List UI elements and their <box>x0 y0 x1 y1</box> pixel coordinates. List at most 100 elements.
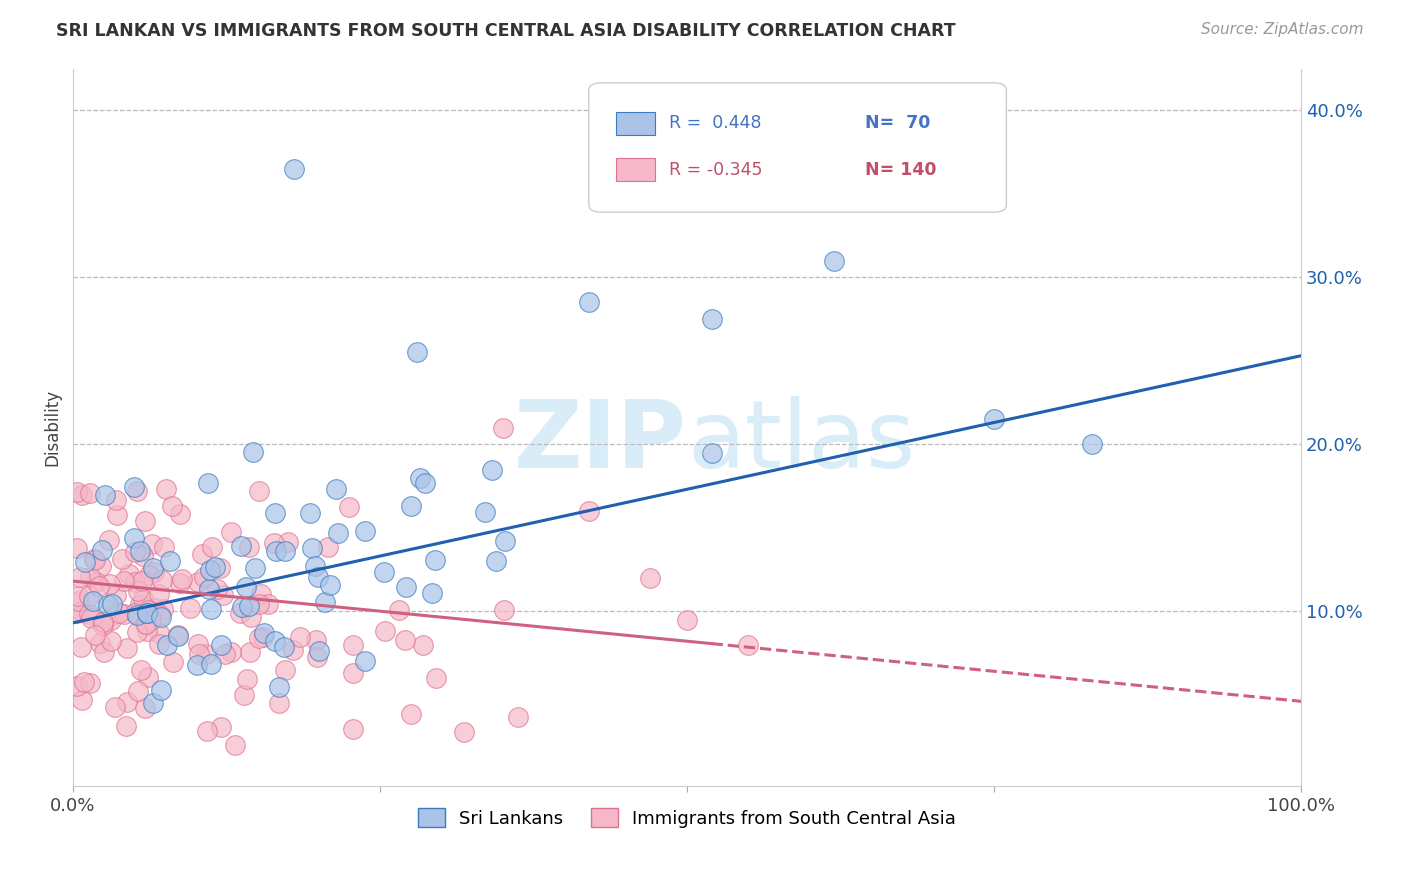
Point <box>224 738 246 752</box>
Point <box>492 603 515 617</box>
Point <box>700 445 723 459</box>
Point <box>238 599 260 614</box>
Point <box>737 638 759 652</box>
Point <box>131 574 153 589</box>
Point <box>263 506 285 520</box>
Point <box>141 537 163 551</box>
Point <box>98 533 121 547</box>
Point <box>66 541 89 556</box>
Point <box>239 609 262 624</box>
Point <box>264 544 287 558</box>
Point <box>115 641 138 656</box>
Point <box>214 647 236 661</box>
Point <box>122 480 145 494</box>
Point <box>823 253 845 268</box>
Point <box>200 657 222 671</box>
Point <box>90 558 112 573</box>
Point <box>136 603 159 617</box>
Point <box>98 576 121 591</box>
Point <box>114 574 136 588</box>
Point <box>77 589 100 603</box>
Point <box>200 563 222 577</box>
Point <box>129 597 152 611</box>
Point <box>374 624 396 639</box>
Point <box>342 665 364 680</box>
Point <box>252 630 274 644</box>
Point <box>142 696 165 710</box>
Point <box>307 570 329 584</box>
Point <box>83 627 105 641</box>
Point <box>179 601 201 615</box>
Point <box>247 484 270 499</box>
Point <box>149 683 172 698</box>
Point <box>257 597 280 611</box>
Point <box>267 696 290 710</box>
Point <box>70 488 93 502</box>
Point <box>250 586 273 600</box>
Point <box>155 638 177 652</box>
Text: Source: ZipAtlas.com: Source: ZipAtlas.com <box>1201 22 1364 37</box>
Point <box>413 476 436 491</box>
Point <box>129 544 152 558</box>
Point <box>228 607 250 621</box>
Point <box>142 561 165 575</box>
Point <box>65 606 87 620</box>
Point <box>80 610 103 624</box>
FancyBboxPatch shape <box>616 158 655 181</box>
Point <box>412 638 434 652</box>
Point <box>700 312 723 326</box>
Point <box>105 508 128 522</box>
Point <box>283 161 305 176</box>
Point <box>89 636 111 650</box>
Point <box>135 607 157 621</box>
Point <box>112 607 135 621</box>
Point <box>484 554 506 568</box>
Point <box>135 607 157 621</box>
Point <box>401 707 423 722</box>
Point <box>70 693 93 707</box>
Point <box>111 551 134 566</box>
Point <box>82 594 104 608</box>
Point <box>231 600 253 615</box>
Point <box>1081 437 1104 451</box>
Point <box>209 560 232 574</box>
Point <box>148 587 170 601</box>
Point <box>187 637 209 651</box>
Point <box>263 536 285 550</box>
Point <box>245 561 267 575</box>
Point <box>423 552 446 566</box>
Point <box>304 558 326 573</box>
Point <box>167 629 190 643</box>
Point <box>288 631 311 645</box>
Point <box>172 572 194 586</box>
Point <box>193 569 215 583</box>
Point <box>83 553 105 567</box>
Point <box>253 625 276 640</box>
Text: ZIP: ZIP <box>515 396 688 488</box>
Text: R =  0.448: R = 0.448 <box>669 114 761 132</box>
Point <box>247 598 270 612</box>
Point <box>277 534 299 549</box>
Point <box>127 584 149 599</box>
Point <box>79 570 101 584</box>
Point <box>124 606 146 620</box>
Point <box>134 701 156 715</box>
Point <box>138 568 160 582</box>
Point <box>281 642 304 657</box>
Point <box>125 625 148 640</box>
Point <box>148 626 170 640</box>
Point <box>169 507 191 521</box>
Point <box>354 524 377 538</box>
Point <box>142 565 165 579</box>
Legend: Sri Lankans, Immigrants from South Central Asia: Sri Lankans, Immigrants from South Centr… <box>411 801 963 835</box>
Point <box>93 615 115 630</box>
Point <box>159 554 181 568</box>
Point <box>405 345 427 359</box>
Point <box>127 684 149 698</box>
Point <box>305 633 328 648</box>
Point <box>134 616 156 631</box>
Point <box>125 484 148 499</box>
Point <box>269 680 291 694</box>
Point <box>132 549 155 563</box>
Point <box>274 663 297 677</box>
